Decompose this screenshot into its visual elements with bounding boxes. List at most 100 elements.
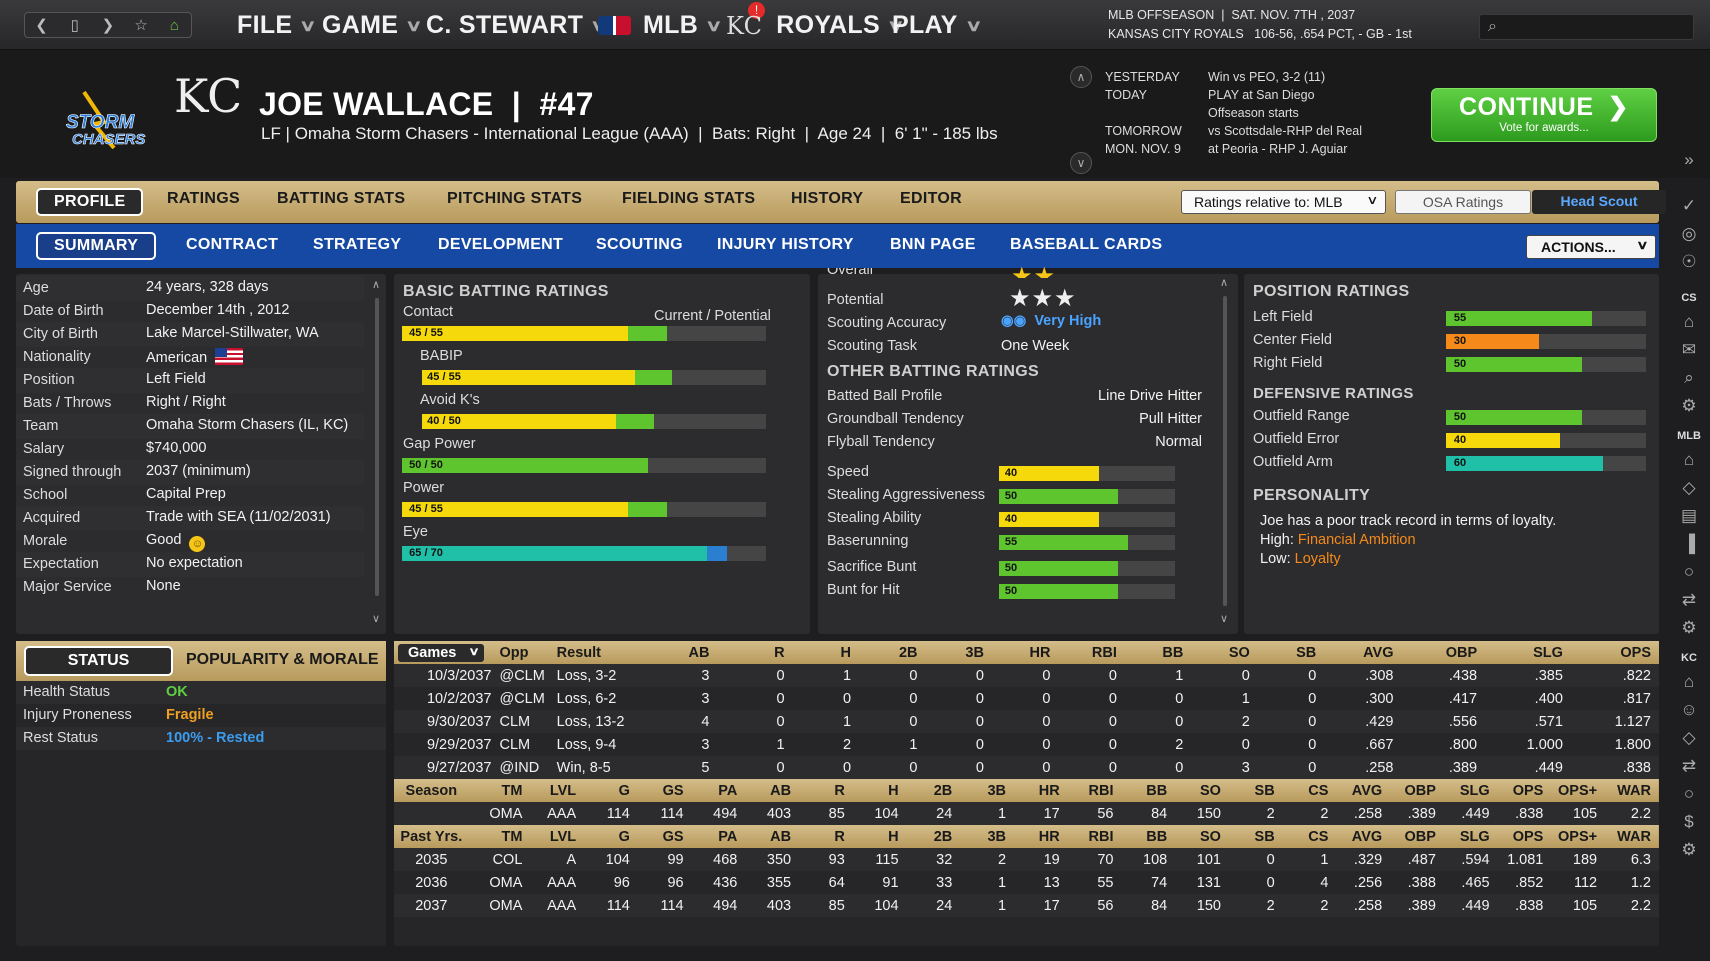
diamond-icon[interactable]: ◇: [1682, 728, 1696, 747]
column-header[interactable]: H: [888, 782, 899, 799]
chevron-up-icon[interactable]: ∧: [372, 279, 381, 291]
column-header[interactable]: PA: [718, 782, 738, 799]
ratings-relative-select[interactable]: Ratings relative to: MLB ∨: [1181, 190, 1386, 214]
search-icon[interactable]: ⌕: [1684, 368, 1694, 387]
globe-icon[interactable]: ◎: [1681, 224, 1697, 243]
home-icon[interactable]: ⌂: [169, 16, 179, 34]
menu-manager[interactable]: C. STEWART∨: [426, 11, 608, 40]
table-row[interactable]: 9/27/2037 @IND Win, 8-5 5 0 0 0 0 0 0 0 3 0.258.389.…: [394, 756, 1659, 779]
tab-bnn-page[interactable]: BNN PAGE: [890, 236, 976, 253]
tab-editor[interactable]: EDITOR: [900, 190, 962, 207]
actions-dropdown[interactable]: ACTIONS... ∨: [1526, 235, 1656, 259]
scrollbar-thumb[interactable]: [1223, 296, 1227, 606]
column-header[interactable]: Past Yrs.: [400, 828, 463, 845]
table-row[interactable]: 2035 COL A 104 99 468 350 93 115 32 2 19 70 108 101 0 1.…: [394, 848, 1659, 871]
tab-contract[interactable]: CONTRACT: [186, 236, 279, 253]
column-header[interactable]: HR: [1029, 644, 1051, 661]
column-header[interactable]: HR: [1038, 828, 1060, 845]
lightbulb-icon[interactable]: ☉: [1681, 252, 1697, 271]
column-header[interactable]: OPS+: [1558, 828, 1598, 845]
gear-icon[interactable]: ⚙: [1681, 618, 1697, 637]
gear-icon[interactable]: ⚙: [1681, 840, 1697, 859]
chevron-down-icon[interactable]: ∨: [1070, 152, 1092, 174]
tab-summary[interactable]: SUMMARY: [36, 232, 157, 260]
diamond-icon[interactable]: ◇: [1682, 478, 1696, 497]
column-header[interactable]: BB: [1146, 782, 1168, 799]
column-header[interactable]: TM: [501, 828, 523, 845]
table-row[interactable]: OMA AAA 114 114 494 403 85 104 24 1 17 56 84 150 2 2.25…: [394, 802, 1659, 825]
menu-mlb[interactable]: MLB ∨: [598, 11, 723, 40]
table-row[interactable]: 9/29/2037 CLM Loss, 9-4 3 1 2 1 0 0 0 2 0 0 .667 .800 1…: [394, 733, 1659, 756]
home-icon[interactable]: ⌂: [1683, 672, 1695, 691]
tab-batting-stats[interactable]: BATTING STATS: [277, 190, 406, 207]
mail-icon[interactable]: ✉: [1681, 340, 1697, 359]
column-header[interactable]: Season: [405, 782, 458, 799]
column-header[interactable]: TM: [501, 782, 523, 799]
column-header[interactable]: CS: [1308, 828, 1329, 845]
column-header[interactable]: RBI: [1088, 828, 1114, 845]
chevron-up-icon[interactable]: ∧: [1220, 277, 1229, 289]
scrollbar[interactable]: ∧ ∨: [372, 278, 382, 628]
transactions-icon[interactable]: ⇄: [1681, 590, 1697, 609]
transactions-icon[interactable]: ⇄: [1681, 756, 1697, 775]
tab-baseball-cards[interactable]: BASEBALL CARDS: [1010, 236, 1163, 253]
column-header[interactable]: BB: [1146, 828, 1168, 845]
column-header[interactable]: RBI: [1088, 782, 1114, 799]
gear-icon[interactable]: ⚙: [1681, 396, 1697, 415]
column-header[interactable]: GS: [662, 782, 684, 799]
forward-icon[interactable]: ❯: [101, 17, 115, 34]
head-scout-button[interactable]: Head Scout: [1532, 190, 1666, 214]
table-row[interactable]: 2037 OMA AAA 114 114 494 403 85 104 24 1 17 56 84 150 2…: [394, 894, 1659, 917]
tab-fielding-stats[interactable]: FIELDING STATS: [622, 190, 756, 207]
roster-icon[interactable]: ☺: [1680, 700, 1698, 719]
home-icon[interactable]: ⌂: [1683, 312, 1695, 331]
column-header[interactable]: LVL: [549, 782, 577, 799]
page-icon[interactable]: ▯: [70, 17, 79, 34]
column-header[interactable]: OBP: [1404, 828, 1436, 845]
column-header[interactable]: SLG: [1459, 828, 1490, 845]
column-header[interactable]: 3B: [965, 644, 984, 661]
check-icon[interactable]: ✓: [1681, 196, 1697, 215]
baseball-icon[interactable]: ○: [1683, 562, 1695, 581]
table-row[interactable]: 2036 OMA AAA 96 96 436 355 64 91 33 1 13 55 74 131 0 4 .2…: [394, 871, 1659, 894]
column-header[interactable]: SO: [1200, 782, 1221, 799]
tab-history[interactable]: HISTORY: [791, 190, 864, 207]
column-header[interactable]: OPS: [1620, 644, 1651, 661]
column-header[interactable]: R: [834, 828, 845, 845]
column-header[interactable]: H: [888, 828, 899, 845]
table-row[interactable]: 10/3/2037 @CLM Loss, 3-2 3 0 1 0 0 0 0 1 0 0.308.438…: [394, 664, 1659, 687]
chevron-down-icon[interactable]: ∨: [1220, 613, 1229, 625]
column-header[interactable]: HR: [1038, 782, 1060, 799]
column-header[interactable]: WAR: [1617, 782, 1651, 799]
stats-icon[interactable]: ▐: [1682, 534, 1696, 553]
column-header[interactable]: SB: [1254, 828, 1275, 845]
column-header[interactable]: SO: [1228, 644, 1250, 661]
tab-profile[interactable]: PROFILE: [36, 188, 144, 216]
tab-pitching-stats[interactable]: PITCHING STATS: [447, 190, 583, 207]
menu-royals[interactable]: KC ROYALS ∨: [726, 11, 905, 40]
search-input[interactable]: ⌕: [1479, 14, 1694, 40]
column-header[interactable]: 2B: [898, 644, 918, 661]
column-header[interactable]: LVL: [549, 828, 577, 845]
column-header[interactable]: H: [840, 644, 852, 661]
column-header[interactable]: OBP: [1445, 644, 1478, 661]
menu-file[interactable]: FILE ∨: [237, 11, 317, 40]
column-header[interactable]: G: [618, 828, 630, 845]
tab-strategy[interactable]: STRATEGY: [313, 236, 402, 253]
column-header[interactable]: OPS: [1512, 782, 1544, 799]
column-header[interactable]: RBI: [1091, 644, 1117, 661]
column-header[interactable]: SLG: [1533, 644, 1563, 661]
menu-game[interactable]: GAME ∨: [322, 11, 423, 40]
column-header[interactable]: AB: [770, 828, 792, 845]
tab-ratings[interactable]: RATINGS: [167, 190, 240, 207]
back-icon[interactable]: ❮: [35, 17, 48, 34]
column-header[interactable]: OPS: [1512, 828, 1544, 845]
tab-injury-history[interactable]: INJURY HISTORY: [717, 236, 854, 253]
home-icon[interactable]: ⌂: [1683, 450, 1695, 469]
column-header[interactable]: AB: [770, 782, 792, 799]
column-header[interactable]: BB: [1162, 644, 1184, 661]
column-header[interactable]: 2B: [933, 828, 953, 845]
column-header[interactable]: AVG: [1351, 828, 1383, 845]
news-icon[interactable]: ▤: [1680, 506, 1698, 525]
tab-scouting[interactable]: SCOUTING: [596, 236, 683, 253]
